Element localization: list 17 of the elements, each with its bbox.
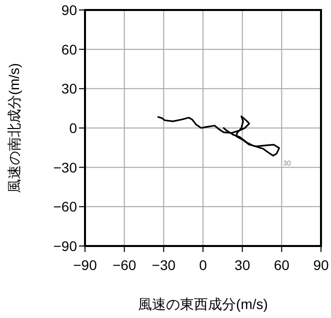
x-axis-title: 風速の東西成分(m/s) [138,296,268,312]
x-tick-label: −60 [112,257,136,273]
y-tick-label: 60 [61,41,78,58]
x-tick-label: 90 [313,257,329,273]
line-series [157,116,280,156]
x-tick-label: 0 [199,257,208,273]
x-tick-label: 30 [234,257,250,273]
x-tick-label: 60 [274,257,290,273]
y-tick-label: −30 [53,159,78,176]
y-tick-label: 30 [61,80,78,97]
y-tick-label: 90 [61,2,78,18]
y-tick-label: 0 [69,120,78,136]
x-tick-label: −30 [152,257,176,273]
y-axis-title: 風速の南北成分(m/s) [6,63,22,193]
y-tick-label: −60 [53,198,78,215]
x-tick-label: −90 [73,257,98,273]
y-tick-label: −90 [53,238,78,254]
